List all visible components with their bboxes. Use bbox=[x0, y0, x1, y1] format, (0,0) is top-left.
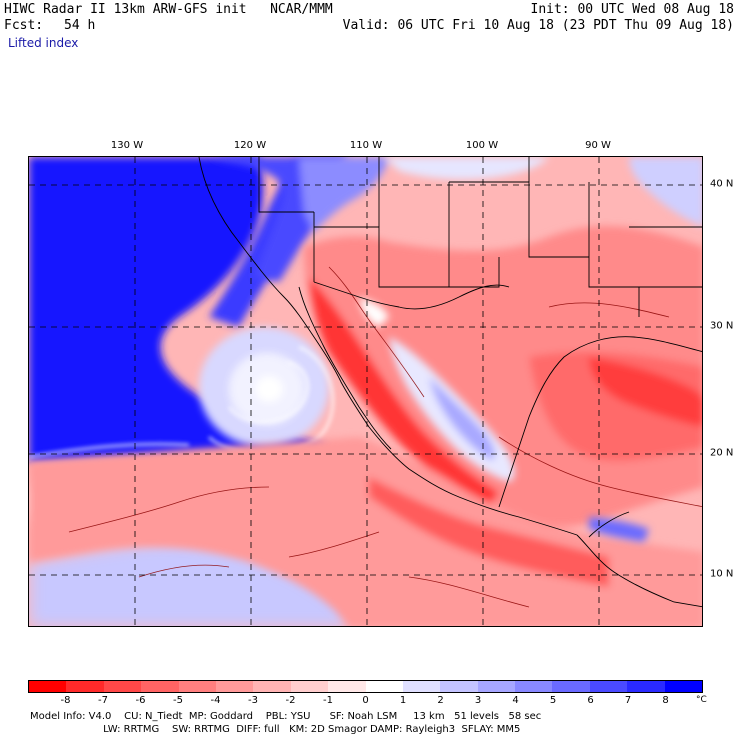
colorbar-swatch bbox=[328, 681, 366, 692]
colorbar-unit: °C bbox=[696, 695, 707, 705]
colorbar-swatch bbox=[477, 681, 516, 692]
northwest-stable-region bbox=[209, 157, 702, 282]
lat-label-10n: 10 N bbox=[710, 568, 734, 580]
colorbar-swatch bbox=[402, 681, 441, 692]
title-left: HIWC Radar II 13km ARW-GFS init NCAR/MMM bbox=[4, 2, 333, 17]
ocean-eddy bbox=[199, 327, 329, 447]
colorbar-tick-label: -4 bbox=[210, 695, 221, 706]
colorbar-swatch bbox=[627, 681, 665, 692]
colorbar-tick-label: 7 bbox=[624, 695, 632, 706]
lon-label-110w: 110 W bbox=[349, 140, 383, 151]
model-info-line-2: LW: RRTMG SW: RRTMG DIFF: full KM: 2D Sm… bbox=[30, 724, 521, 735]
coastlines-borders bbox=[198, 157, 702, 608]
colorbar-tick-label: 5 bbox=[549, 695, 557, 706]
colorbar-tick-label: -7 bbox=[98, 695, 108, 706]
colorbar-swatch bbox=[141, 681, 179, 692]
colorbar-swatch bbox=[515, 681, 553, 692]
colorbar-swatch bbox=[589, 681, 628, 692]
colorbar-tick-label: 3 bbox=[474, 695, 482, 706]
lon-label-100w: 100 W bbox=[465, 140, 499, 151]
field-name: Lifted index bbox=[8, 36, 79, 50]
colorbar-tick-label: -1 bbox=[323, 695, 333, 706]
colorbar-swatch bbox=[178, 681, 216, 692]
colorbar-swatch bbox=[215, 681, 254, 692]
colorbar-swatch bbox=[66, 681, 104, 692]
forecast-hour: 54 h bbox=[64, 18, 96, 33]
lon-label-90w: 90 W bbox=[585, 140, 611, 151]
colorbar-swatch bbox=[290, 681, 329, 692]
lon-label-120w: 120 W bbox=[233, 140, 267, 151]
colorbar-swatch bbox=[664, 681, 703, 692]
colorbar-swatch bbox=[552, 681, 590, 692]
colorbar-tick-label: -8 bbox=[60, 695, 71, 706]
lat-lon-grid bbox=[29, 157, 702, 626]
colorbar-tick-label: -5 bbox=[173, 695, 183, 706]
init-time: Init: 00 UTC Wed 08 Aug 18 bbox=[530, 2, 735, 17]
valid-time: Valid: 06 UTC Fri 10 Aug 18 (23 PDT Thu … bbox=[342, 18, 734, 33]
colorbar-tick-label: 0 bbox=[362, 695, 369, 706]
colorbar-tick-label: -6 bbox=[135, 695, 146, 706]
colorbar-tick-label: -3 bbox=[248, 695, 258, 706]
colorbar-tick-label: 8 bbox=[662, 695, 669, 706]
lifted-index-map bbox=[28, 156, 703, 627]
colorbar bbox=[28, 680, 703, 693]
model-info-line-1: Model Info: V4.0 CU: N_Tiedt MP: Goddard… bbox=[30, 711, 542, 722]
colorbar-swatch bbox=[103, 681, 142, 692]
lat-label-40n: 40 N bbox=[710, 178, 734, 190]
forecast-label: Fcst: bbox=[4, 18, 44, 33]
colorbar-swatch bbox=[365, 681, 403, 692]
colorbar-swatch bbox=[29, 681, 67, 692]
lat-label-30n: 30 N bbox=[710, 320, 734, 332]
colorbar-tick-label: 2 bbox=[437, 695, 444, 706]
lon-label-130w: 130 W bbox=[110, 140, 144, 151]
colorbar-tick-label: 6 bbox=[587, 695, 594, 706]
colorbar-swatch bbox=[253, 681, 291, 692]
colorbar-tick-label: 1 bbox=[399, 695, 407, 706]
continental-unstable-region bbox=[29, 226, 702, 626]
map-canvas bbox=[29, 157, 702, 626]
colorbar-tick-label: 4 bbox=[512, 695, 519, 706]
colorbar-tick-label: -2 bbox=[285, 695, 296, 706]
colorbar-swatch bbox=[440, 681, 478, 692]
lat-label-20n: 20 N bbox=[710, 447, 734, 459]
